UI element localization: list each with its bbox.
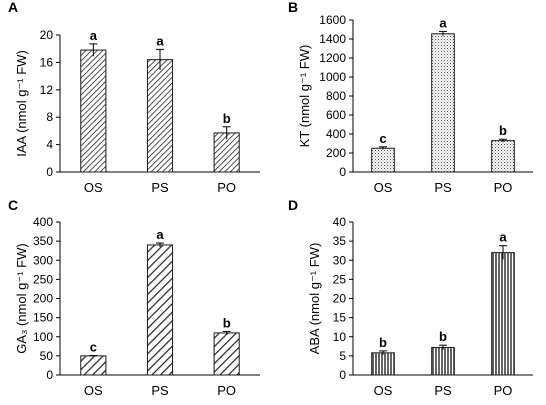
panel-letter: C xyxy=(8,197,18,213)
significance-label: b xyxy=(439,329,447,344)
x-tick-label: OS xyxy=(84,383,103,398)
y-axis-label: GA₃ (nmol g⁻¹ FW) xyxy=(14,243,29,353)
y-tick-label: 4 xyxy=(46,138,53,152)
x-tick-label: OS xyxy=(374,383,393,398)
y-tick-label: 15 xyxy=(333,311,347,325)
panel-a: A 0 4 8 12 16 20 IAA (nmol g⁻¹ FW) a OS a PS b PO xyxy=(8,0,260,195)
significance-label: b xyxy=(499,123,507,138)
y-tick-label: 20 xyxy=(333,292,347,306)
bar-os xyxy=(80,49,107,173)
significance-label: c xyxy=(90,339,97,354)
y-tick-label: 5 xyxy=(339,349,346,363)
y-tick-label: 1200 xyxy=(319,51,346,65)
panel-b: B 0 200 400 600 800 1000 1200 1400 1600 KT (nmol g… xyxy=(288,0,533,195)
y-tick-label: 0 xyxy=(46,165,53,179)
y-tick-label: 800 xyxy=(326,89,346,103)
y-axis-label: IAA (nmol g⁻¹ FW) xyxy=(14,50,29,157)
bar-po xyxy=(213,332,240,376)
significance-label: b xyxy=(379,335,387,350)
bar-po xyxy=(491,252,515,376)
significance-label: b xyxy=(223,315,231,330)
y-tick-label: 10 xyxy=(333,330,347,344)
panel-c: C 0 50 100 150 200 250 300 350 400 GA₃ (nmol g⁻¹ F… xyxy=(8,197,260,398)
x-tick-label: PS xyxy=(434,180,452,195)
y-tick-label: 400 xyxy=(33,215,53,229)
y-tick-label: 20 xyxy=(40,28,54,42)
y-tick-label: 1000 xyxy=(319,70,346,84)
y-tick-label: 350 xyxy=(33,234,53,248)
y-tick-label: 16 xyxy=(40,55,54,69)
bar-ps xyxy=(431,346,455,376)
y-tick-label: 100 xyxy=(33,330,53,344)
bar-ps xyxy=(431,33,455,173)
panel-letter: B xyxy=(288,0,298,15)
y-tick-label: 200 xyxy=(33,292,53,306)
panel-d: D 0 5 10 15 20 25 30 35 40 ABA (nmol g⁻¹ FW) b OS b PS… xyxy=(288,197,533,398)
y-tick-label: 150 xyxy=(33,311,53,325)
bar-po xyxy=(491,140,515,173)
y-tick-label: 35 xyxy=(333,234,347,248)
panel-letter: A xyxy=(8,0,18,15)
y-tick-label: 600 xyxy=(326,108,346,122)
x-tick-label: PS xyxy=(151,180,169,195)
panel-letter: D xyxy=(288,197,298,213)
y-tick-label: 0 xyxy=(46,368,53,382)
x-tick-label: OS xyxy=(84,180,103,195)
y-tick-label: 0 xyxy=(339,368,346,382)
significance-label: a xyxy=(439,15,447,30)
y-tick-label: 1400 xyxy=(319,32,346,46)
x-tick-label: PS xyxy=(434,383,452,398)
y-tick-label: 0 xyxy=(339,165,346,179)
bar-os xyxy=(371,352,395,376)
y-tick-label: 300 xyxy=(33,253,53,267)
significance-label: b xyxy=(223,111,231,126)
x-tick-label: PO xyxy=(217,180,236,195)
x-tick-label: PO xyxy=(494,180,513,195)
y-tick-label: 40 xyxy=(333,215,347,229)
y-axis-label: ABA (nmol g⁻¹ FW) xyxy=(307,243,322,355)
significance-label: a xyxy=(156,33,164,48)
y-tick-label: 400 xyxy=(326,127,346,141)
x-tick-label: OS xyxy=(374,180,393,195)
significance-label: a xyxy=(90,28,98,43)
y-axis-label: KT (nmol g⁻¹ FW) xyxy=(297,45,312,148)
y-tick-label: 25 xyxy=(333,272,347,286)
x-tick-label: PS xyxy=(151,383,169,398)
significance-label: a xyxy=(156,227,164,242)
bar-os xyxy=(371,147,395,173)
bar-ps xyxy=(146,59,174,173)
y-tick-label: 30 xyxy=(333,253,347,267)
y-tick-label: 12 xyxy=(40,83,54,97)
y-tick-label: 250 xyxy=(33,272,53,286)
y-tick-label: 50 xyxy=(40,349,54,363)
y-tick-label: 1600 xyxy=(319,13,346,27)
bar-os xyxy=(80,355,107,376)
x-tick-label: PO xyxy=(494,383,513,398)
x-tick-label: PO xyxy=(217,383,236,398)
bar-ps xyxy=(146,244,174,376)
bar-po xyxy=(213,132,240,173)
y-tick-label: 200 xyxy=(326,146,346,160)
significance-label: a xyxy=(499,230,507,245)
y-tick-label: 8 xyxy=(46,110,53,124)
significance-label: c xyxy=(379,131,386,146)
